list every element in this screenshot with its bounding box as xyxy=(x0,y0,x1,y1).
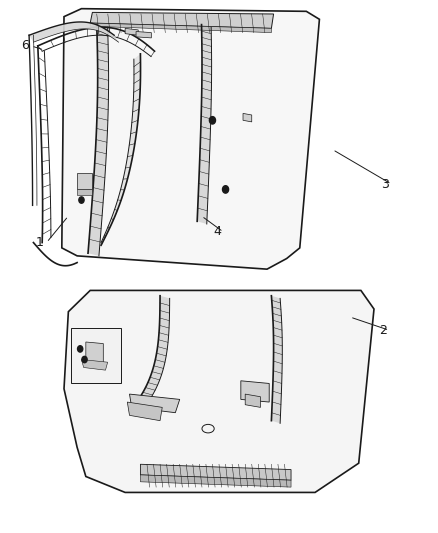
Polygon shape xyxy=(130,394,180,413)
Polygon shape xyxy=(101,54,141,245)
Polygon shape xyxy=(81,360,108,370)
Circle shape xyxy=(79,197,84,203)
FancyBboxPatch shape xyxy=(71,328,121,383)
Text: 1: 1 xyxy=(36,236,44,249)
Polygon shape xyxy=(136,31,151,38)
Polygon shape xyxy=(86,342,103,367)
Polygon shape xyxy=(62,9,319,269)
Polygon shape xyxy=(64,290,374,492)
Text: 4: 4 xyxy=(213,225,221,238)
Polygon shape xyxy=(77,173,92,189)
Circle shape xyxy=(223,185,229,193)
Polygon shape xyxy=(90,12,274,28)
Polygon shape xyxy=(241,381,269,402)
Polygon shape xyxy=(77,189,92,195)
Polygon shape xyxy=(90,23,272,33)
Polygon shape xyxy=(132,296,170,411)
Polygon shape xyxy=(245,394,261,407)
Polygon shape xyxy=(141,475,291,487)
Circle shape xyxy=(209,117,215,124)
Circle shape xyxy=(78,346,83,352)
Text: 3: 3 xyxy=(381,177,389,191)
Text: 2: 2 xyxy=(379,324,387,337)
Polygon shape xyxy=(88,25,109,256)
Polygon shape xyxy=(197,25,212,224)
Polygon shape xyxy=(141,464,291,480)
Text: 6: 6 xyxy=(21,39,28,52)
Polygon shape xyxy=(243,114,252,122)
Polygon shape xyxy=(29,22,119,42)
Circle shape xyxy=(82,357,87,363)
Polygon shape xyxy=(127,402,162,421)
Polygon shape xyxy=(272,296,283,423)
Polygon shape xyxy=(125,28,138,35)
